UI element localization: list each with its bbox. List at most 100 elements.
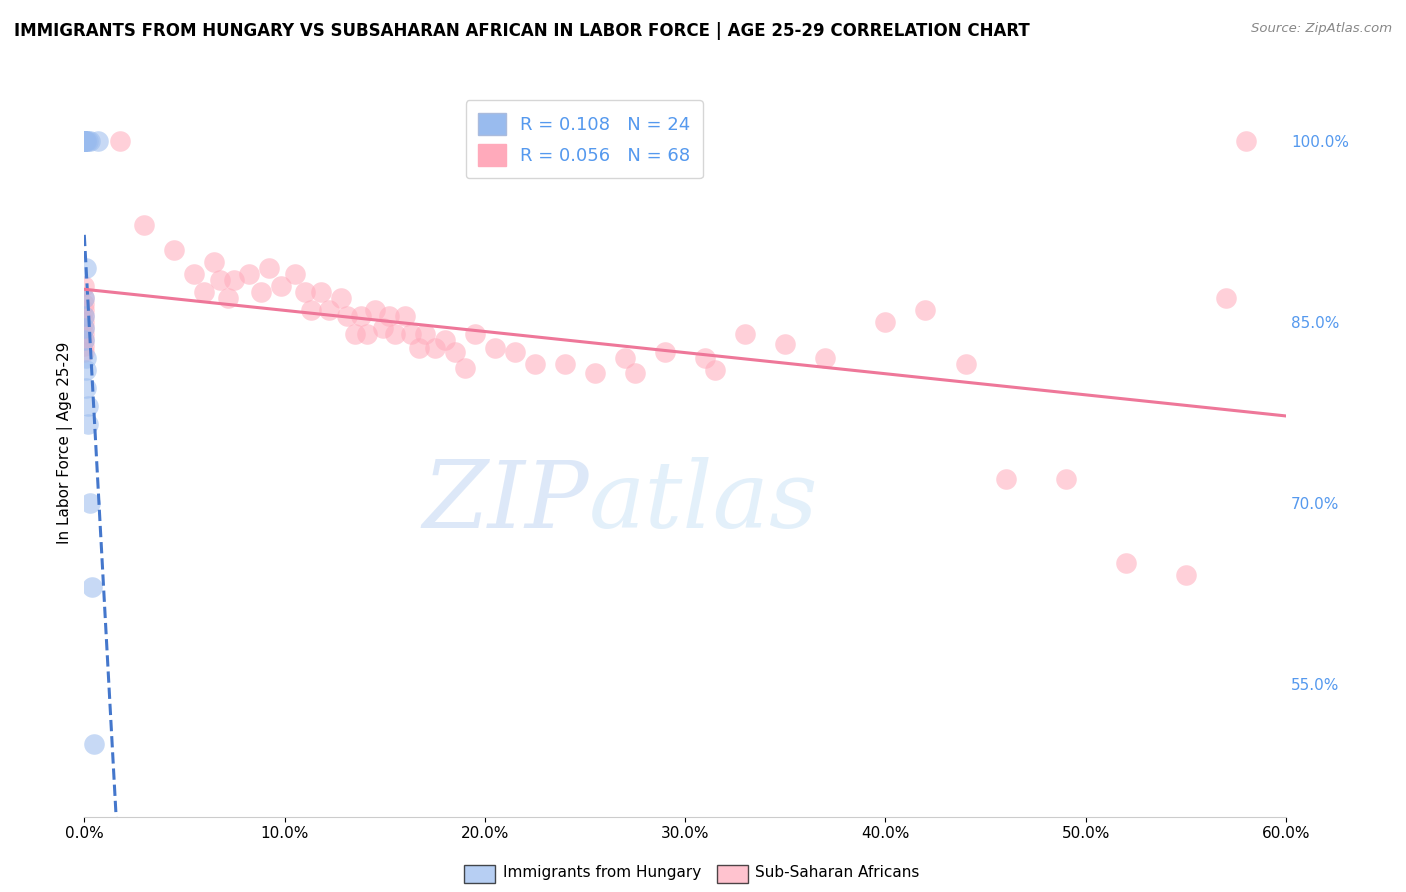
- Point: [134, 219, 156, 233]
- Point: [73, 134, 96, 148]
- Point: [503, 345, 526, 359]
- Point: [73, 134, 96, 148]
- Point: [814, 351, 837, 365]
- Point: [73, 134, 96, 148]
- Point: [299, 302, 322, 317]
- Point: [75, 134, 97, 148]
- Point: [110, 134, 132, 148]
- Point: [775, 336, 797, 351]
- Point: [257, 260, 280, 275]
- Point: [443, 345, 465, 359]
- Point: [87, 134, 110, 148]
- Point: [73, 321, 96, 335]
- Point: [73, 333, 96, 347]
- Point: [624, 366, 647, 380]
- Point: [413, 326, 436, 341]
- Point: [1054, 472, 1077, 486]
- Point: [554, 357, 576, 371]
- Point: [363, 302, 385, 317]
- Point: [75, 363, 97, 377]
- Point: [79, 496, 101, 510]
- Point: [73, 134, 96, 148]
- Point: [356, 326, 378, 341]
- Point: [73, 297, 96, 311]
- Text: IMMIGRANTS FROM HUNGARY VS SUBSAHARAN AFRICAN IN LABOR FORCE | AGE 25-29 CORRELA: IMMIGRANTS FROM HUNGARY VS SUBSAHARAN AF…: [14, 22, 1029, 40]
- Point: [343, 326, 366, 341]
- Point: [224, 273, 246, 287]
- Point: [73, 326, 96, 341]
- Point: [371, 321, 394, 335]
- Point: [875, 315, 897, 329]
- Point: [408, 342, 430, 356]
- Point: [249, 285, 271, 299]
- Point: [384, 326, 406, 341]
- Point: [955, 357, 977, 371]
- Point: [75, 351, 97, 365]
- Point: [329, 291, 352, 305]
- Point: [394, 309, 416, 323]
- Point: [73, 339, 96, 353]
- Point: [73, 302, 96, 317]
- Point: [73, 134, 96, 148]
- Point: [73, 321, 96, 335]
- Point: [350, 309, 373, 323]
- Point: [193, 285, 215, 299]
- Point: [79, 134, 101, 148]
- Point: [204, 254, 226, 268]
- Point: [1215, 291, 1237, 305]
- Point: [73, 315, 96, 329]
- Text: ZIP: ZIP: [422, 458, 589, 548]
- Point: [309, 285, 332, 299]
- Point: [73, 309, 96, 323]
- Point: [654, 345, 676, 359]
- Point: [484, 342, 506, 356]
- Point: [75, 381, 97, 395]
- Point: [73, 134, 96, 148]
- Point: [183, 267, 205, 281]
- Point: [83, 737, 105, 751]
- Point: [73, 291, 96, 305]
- Point: [163, 243, 186, 257]
- Point: [1234, 134, 1257, 148]
- Point: [423, 342, 446, 356]
- Point: [238, 267, 260, 281]
- Point: [82, 580, 104, 594]
- Point: [914, 302, 936, 317]
- Point: [704, 363, 727, 377]
- Text: Source: ZipAtlas.com: Source: ZipAtlas.com: [1251, 22, 1392, 36]
- Point: [77, 134, 100, 148]
- Text: atlas: atlas: [589, 458, 818, 548]
- Point: [734, 326, 756, 341]
- Point: [433, 333, 456, 347]
- Point: [399, 326, 422, 341]
- Point: [377, 309, 399, 323]
- Point: [994, 472, 1017, 486]
- Point: [77, 400, 100, 414]
- Point: [1115, 556, 1137, 570]
- Point: [294, 285, 316, 299]
- Point: [209, 273, 232, 287]
- Point: [523, 357, 546, 371]
- Point: [1174, 568, 1197, 582]
- Point: [464, 326, 486, 341]
- Text: Sub-Saharan Africans: Sub-Saharan Africans: [755, 865, 920, 880]
- Point: [75, 134, 97, 148]
- Point: [336, 309, 359, 323]
- Point: [75, 260, 97, 275]
- Point: [73, 333, 96, 347]
- Point: [73, 345, 96, 359]
- Text: Immigrants from Hungary: Immigrants from Hungary: [503, 865, 702, 880]
- Legend: R = 0.108   N = 24, R = 0.056   N = 68: R = 0.108 N = 24, R = 0.056 N = 68: [465, 100, 703, 178]
- Point: [318, 302, 340, 317]
- Point: [614, 351, 637, 365]
- Point: [695, 351, 717, 365]
- Point: [583, 366, 606, 380]
- Y-axis label: In Labor Force | Age 25-29: In Labor Force | Age 25-29: [58, 342, 73, 544]
- Point: [284, 267, 307, 281]
- Point: [73, 278, 96, 293]
- Point: [218, 291, 240, 305]
- Point: [73, 309, 96, 323]
- Point: [77, 417, 100, 432]
- Point: [73, 291, 96, 305]
- Point: [454, 360, 477, 375]
